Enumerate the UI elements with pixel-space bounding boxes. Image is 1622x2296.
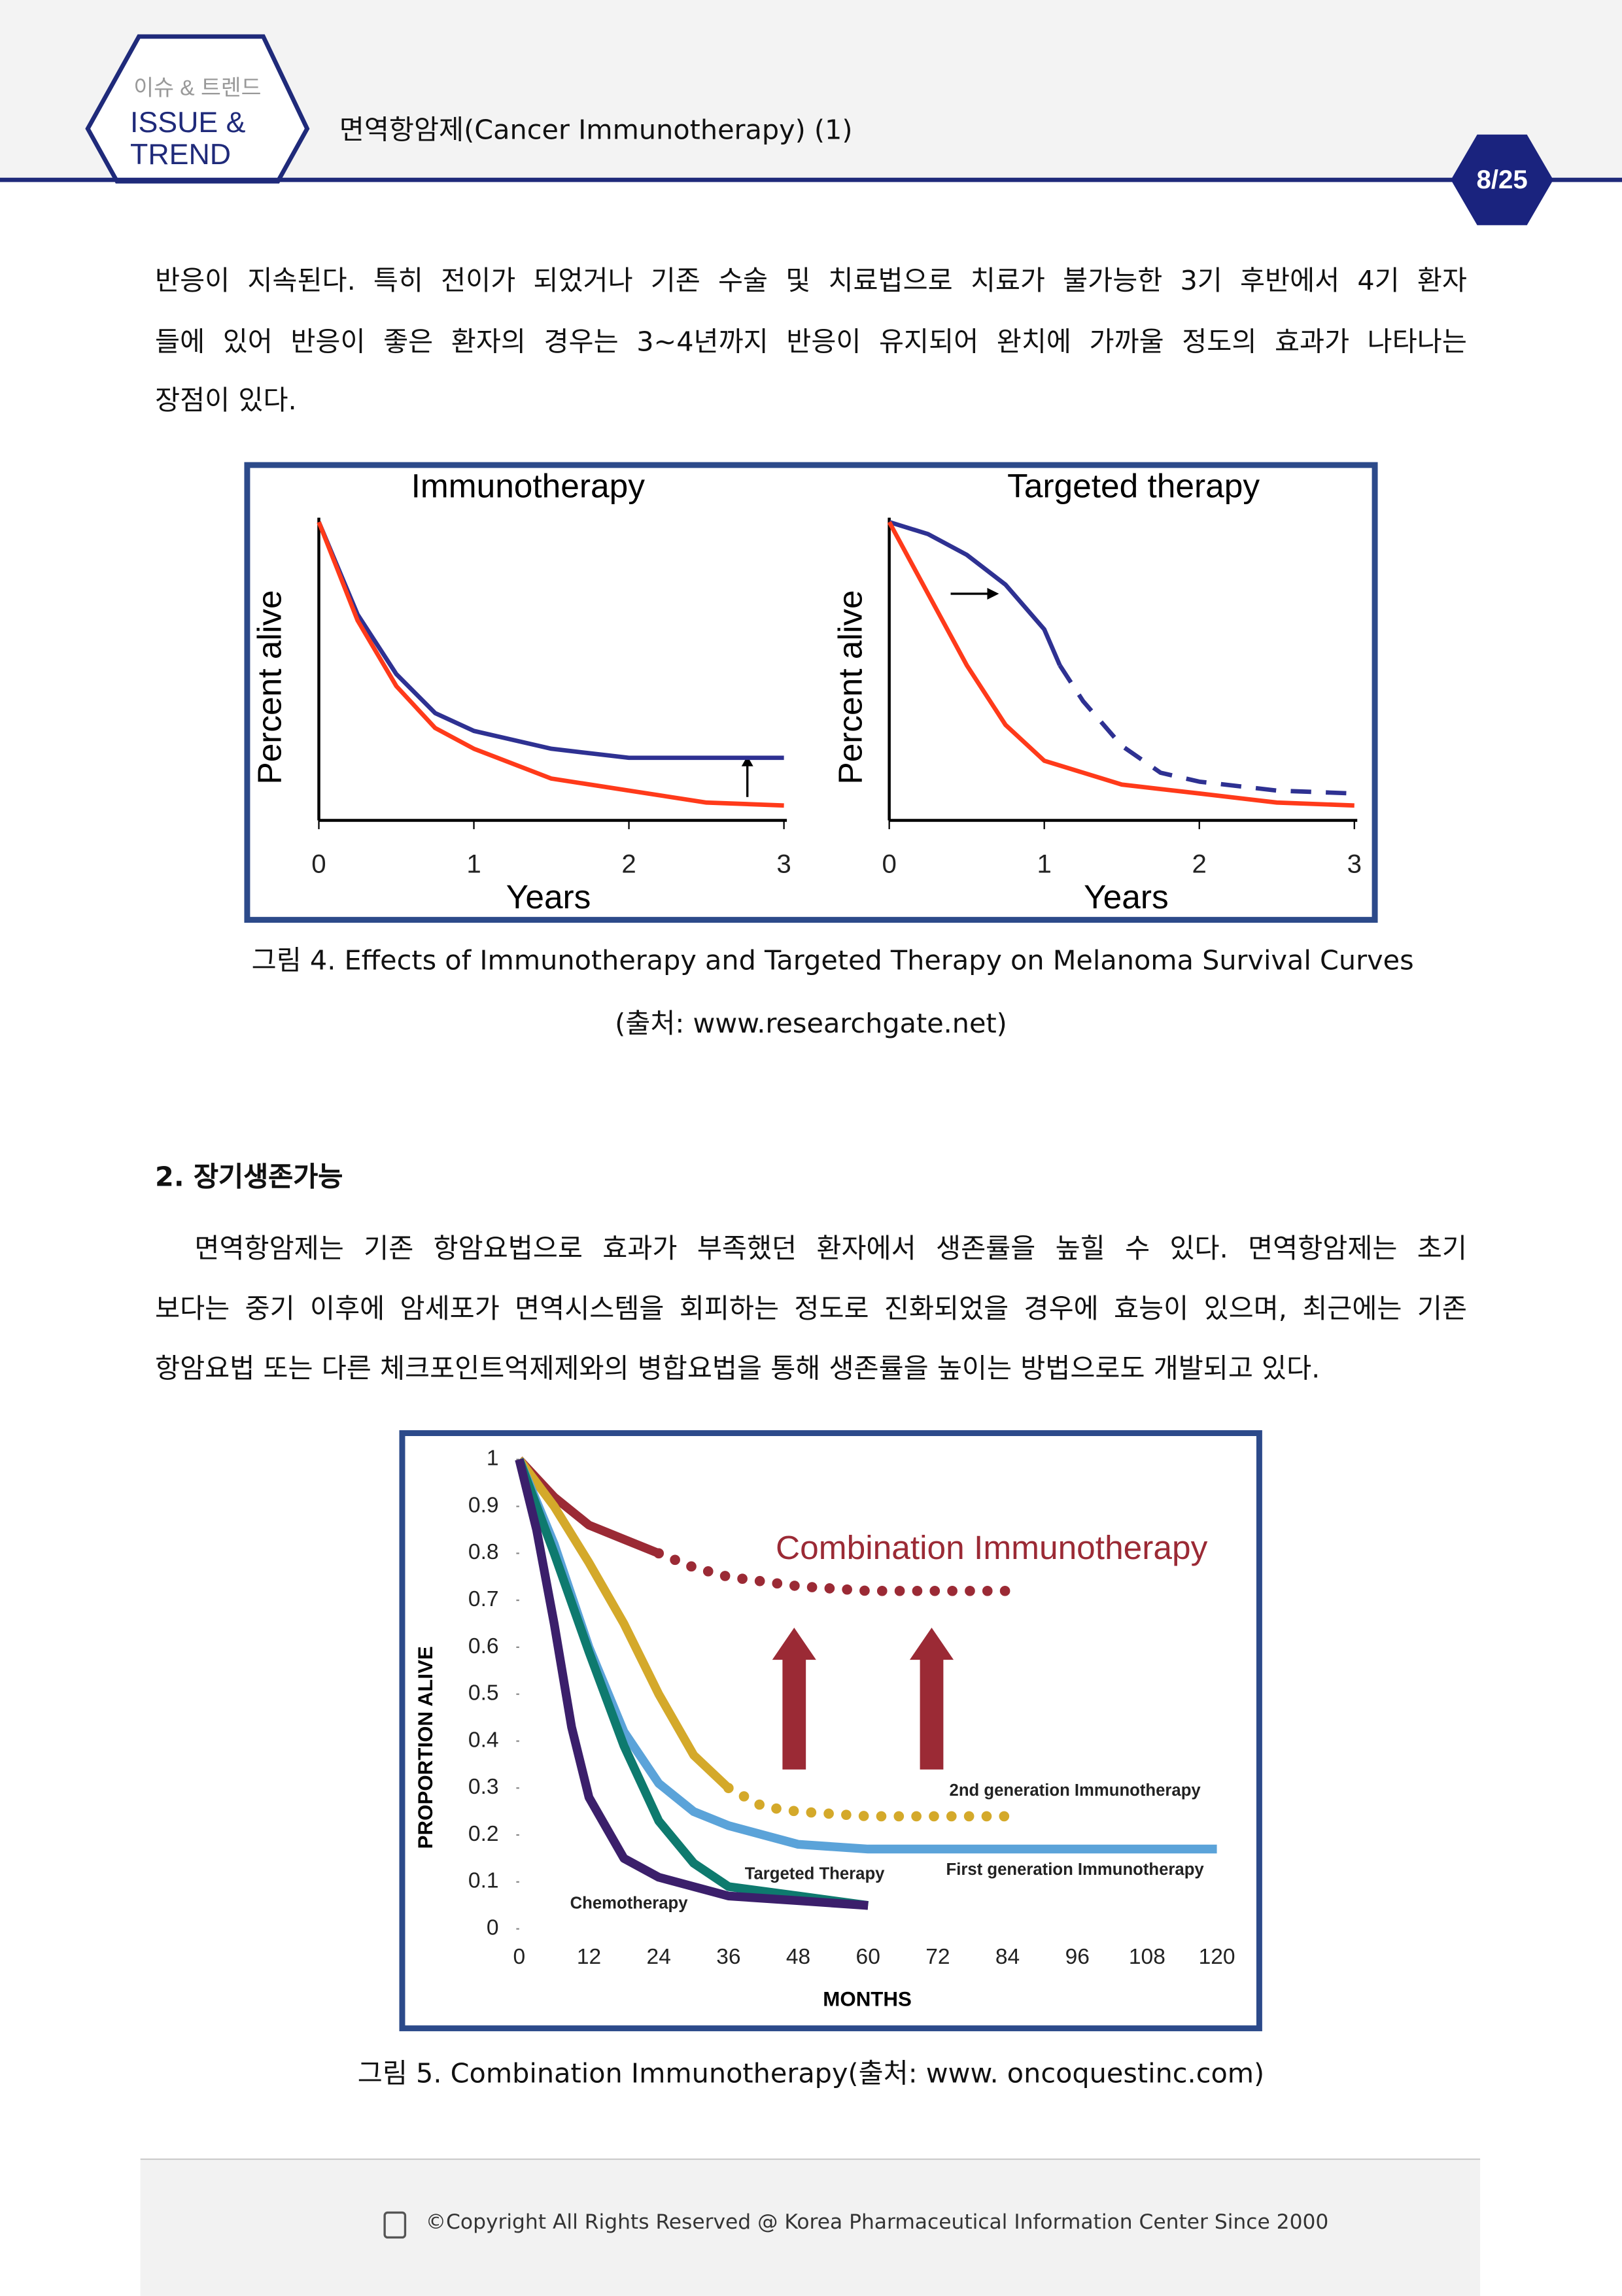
figure-caption: 그림 5. Combination Immunotherapy(출처: www.… xyxy=(357,2059,1265,2090)
y-axis-label: Percent alive xyxy=(831,590,869,784)
y-tick-label: 0.1 xyxy=(468,1869,499,1893)
x-axis-label: Years xyxy=(1084,878,1169,916)
x-tick-label: 2 xyxy=(621,849,636,878)
series-label: Chemotherapy xyxy=(570,1894,689,1912)
y-tick-label: 0.2 xyxy=(468,1822,499,1846)
x-tick-label: 12 xyxy=(577,1945,601,1969)
x-axis-label: Years xyxy=(506,878,591,916)
arrow-head xyxy=(987,587,999,600)
y-axis-label: PROPORTION ALIVE xyxy=(414,1646,437,1849)
series-label: 2nd generation Immunotherapy xyxy=(950,1781,1201,1800)
x-tick-label: 3 xyxy=(776,849,791,878)
figure-source: (출처: www.researchgate.net) xyxy=(615,1009,1007,1040)
arrow xyxy=(772,1627,816,1770)
badge-title: TREND xyxy=(130,139,231,171)
page-number: 8/25 xyxy=(1476,165,1527,194)
figure-frame xyxy=(244,462,1378,923)
series-line xyxy=(723,1783,1013,1822)
series-line xyxy=(1058,664,1355,796)
x-tick-label: 0 xyxy=(311,849,326,878)
x-axis-label: MONTHS xyxy=(823,1987,912,2010)
figure-frame xyxy=(399,1430,1262,2032)
y-tick-label: 0.9 xyxy=(468,1493,499,1517)
y-tick-label: 0.7 xyxy=(468,1587,499,1611)
copyright: ©Copyright All Rights Reserved @ Korea P… xyxy=(425,2211,1329,2235)
series-line xyxy=(888,520,1062,666)
paragraph-line: 면역항암제는 기존 항암요법으로 효과가 부족했던 환자에서 생존률을 높힐 수… xyxy=(194,1234,1467,1265)
badge-title: ISSUE & xyxy=(130,107,246,139)
chart-title: Targeted therapy xyxy=(1007,466,1260,504)
y-tick-label: 1 xyxy=(487,1447,499,1471)
x-tick-label: 1 xyxy=(466,849,481,878)
y-tick-label: 0.6 xyxy=(468,1634,499,1658)
arrow-head xyxy=(741,756,753,766)
x-tick-label: 36 xyxy=(716,1945,740,1969)
series-label: Targeted Therapy xyxy=(745,1865,885,1883)
series-line xyxy=(653,1548,1013,1596)
paragraph-line: 장점이 있다. xyxy=(155,386,297,417)
footer-icon xyxy=(383,2211,407,2239)
x-tick-label: 2 xyxy=(1192,849,1207,878)
x-tick-label: 108 xyxy=(1129,1945,1165,1969)
arrow xyxy=(909,1627,954,1770)
footer-band xyxy=(140,2158,1481,2296)
x-tick-label: 24 xyxy=(647,1945,671,1969)
paragraph-line: 보다는 중기 이후에 암세포가 면역시스템을 회피하는 정도로 진화되었을 경우… xyxy=(155,1294,1467,1326)
chart-title: Immunotherapy xyxy=(411,466,646,504)
section-heading: 2. 장기생존가능 xyxy=(155,1162,343,1193)
x-tick-label: 0 xyxy=(882,849,896,878)
series-label: Combination Immunotherapy xyxy=(776,1528,1208,1566)
y-tick-label: 0.8 xyxy=(468,1540,499,1564)
series-line xyxy=(317,521,784,761)
figure-caption: 그림 4. Effects of Immunotherapy and Targe… xyxy=(251,946,1414,977)
y-axis-label: Percent alive xyxy=(250,590,288,784)
y-tick-label: 0 xyxy=(487,1915,499,1940)
x-tick-label: 72 xyxy=(925,1945,950,1969)
x-tick-label: 96 xyxy=(1065,1945,1090,1969)
series-line xyxy=(887,521,1355,808)
paragraph-line: 반응이 지속된다. 특히 전이가 되었거나 기존 수술 및 치료법으로 치료가 … xyxy=(155,266,1467,297)
paragraph-line: 들에 있어 반응이 좋은 환자의 경우는 3~4년까지 반응이 유지되어 완치에… xyxy=(155,327,1467,358)
header-title: 면역항암제(Cancer Immunotherapy) (1) xyxy=(339,115,853,146)
x-tick-label: 48 xyxy=(786,1945,810,1969)
series-line xyxy=(515,1458,869,1910)
x-tick-label: 3 xyxy=(1347,849,1362,878)
x-tick-label: 120 xyxy=(1199,1945,1235,1969)
paragraph-line: 항암요법 또는 다른 체크포인트억제제와의 병합요법을 통해 생존률을 높이는 … xyxy=(155,1354,1320,1385)
x-tick-label: 84 xyxy=(995,1945,1020,1969)
x-tick-label: 60 xyxy=(856,1945,880,1969)
badge-small: 이슈 & 트렌드 xyxy=(133,76,261,100)
series-line xyxy=(515,1458,869,1910)
series-line xyxy=(515,1456,732,1792)
y-tick-label: 0.3 xyxy=(468,1775,499,1799)
y-tick-label: 0.5 xyxy=(468,1681,499,1705)
y-tick-label: 0.4 xyxy=(468,1728,499,1752)
x-tick-label: 0 xyxy=(513,1945,526,1969)
x-tick-label: 1 xyxy=(1037,849,1051,878)
series-label: First generation Immunotherapy xyxy=(946,1860,1205,1879)
series-line xyxy=(317,521,784,808)
page-badge xyxy=(1451,134,1553,226)
